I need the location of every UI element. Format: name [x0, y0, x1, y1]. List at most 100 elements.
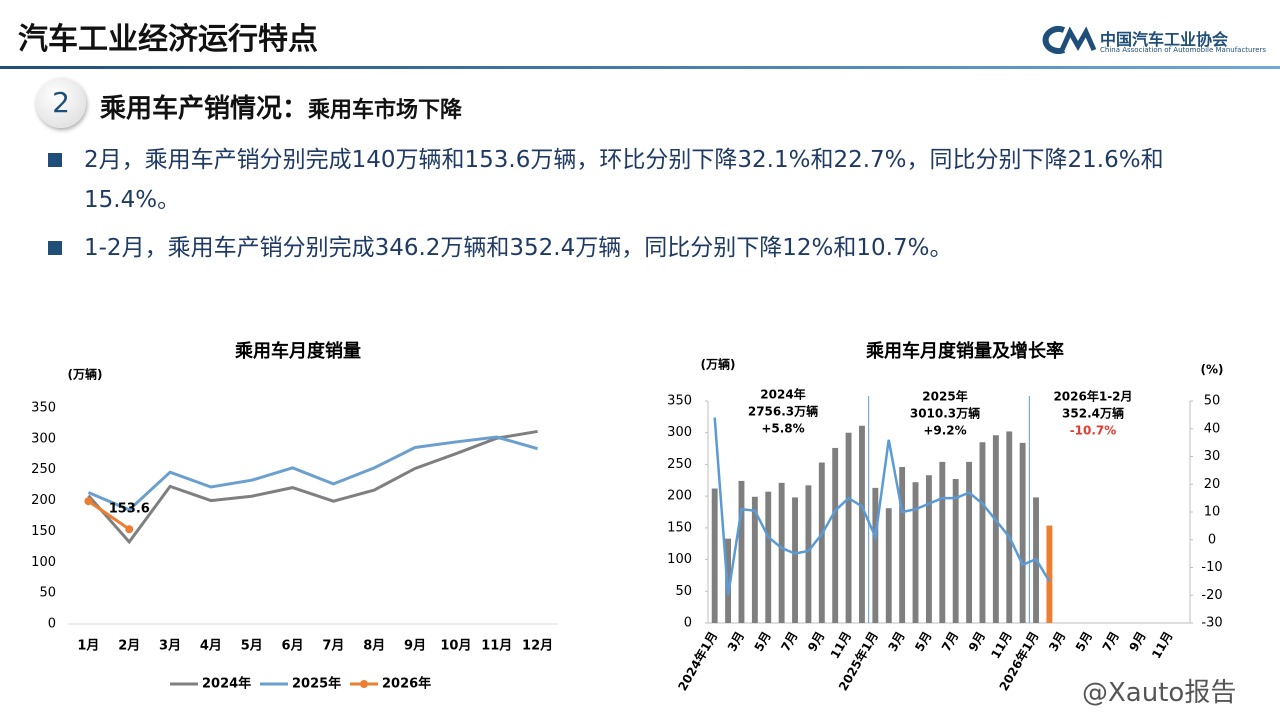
y-tick-label: 150 — [31, 524, 56, 539]
y-tick-label: 100 — [31, 555, 56, 570]
y-tick-label: 200 — [31, 493, 56, 508]
bullet: 2月，乘用车产销分别完成140万辆和153.6万辆，环比分别下降32.1%和22… — [48, 140, 1238, 220]
bar — [751, 496, 758, 623]
annotation: 2024年 — [760, 387, 805, 402]
bar — [885, 508, 892, 623]
bar — [765, 491, 772, 623]
y2-tick-label: 20 — [1204, 477, 1221, 492]
x-tick-label: 2月 — [118, 639, 140, 654]
annotation: -10.7% — [1070, 424, 1117, 438]
x-tick-label: 7月 — [322, 639, 344, 654]
bar — [1019, 442, 1026, 623]
bar — [992, 435, 999, 623]
line-series — [87, 435, 538, 512]
bar — [792, 497, 798, 623]
y-tick-label: 0 — [48, 617, 56, 632]
x-tick-label: 9月 — [1126, 629, 1148, 654]
slide-title: 汽车工业经济运行特点 — [18, 22, 318, 57]
legend-marker — [360, 680, 368, 688]
bar — [899, 466, 906, 623]
y-tick-label: 50 — [675, 584, 692, 599]
x-tick-label: 5月 — [241, 639, 263, 654]
y2-tick-label: 0 — [1208, 532, 1216, 547]
bar — [1006, 431, 1013, 623]
data-label: 153.6 — [109, 502, 150, 517]
y-tick-label: 350 — [31, 401, 56, 416]
annotation: 2025年 — [922, 389, 967, 404]
line-series — [87, 429, 538, 545]
line-series — [87, 499, 131, 531]
x-tick-label: 3月 — [725, 629, 747, 654]
x-tick-label: 9月 — [805, 629, 827, 654]
y-tick-label: 50 — [39, 586, 56, 601]
y-axis-label: (万辆) — [701, 357, 736, 372]
y2-tick-label: -10 — [1201, 560, 1222, 575]
x-tick-label: 5月 — [912, 629, 934, 654]
marker — [125, 525, 134, 534]
x-tick-label: 9月 — [966, 629, 988, 654]
bar — [738, 480, 745, 623]
x-tick-label: 10月 — [440, 639, 471, 654]
x-tick-label: 9月 — [404, 639, 426, 654]
bar — [711, 488, 718, 623]
x-tick-label: 8月 — [363, 639, 385, 654]
bar — [818, 462, 825, 623]
logo-name: 中国汽车工业协会 — [1100, 30, 1229, 49]
chart-title: 乘用车月度销量 — [234, 340, 361, 362]
bar — [966, 461, 973, 623]
x-tick-label: 5月 — [752, 629, 774, 654]
annotation: 3010.3万辆 — [910, 406, 980, 421]
y2-tick-label: -20 — [1201, 588, 1222, 603]
bar — [925, 475, 932, 623]
y-tick-label: 100 — [667, 552, 692, 567]
marker — [84, 497, 93, 506]
x-tick-label: 11月 — [1149, 629, 1175, 661]
bar — [832, 447, 839, 623]
bar — [1046, 525, 1053, 623]
annotation: +9.2% — [923, 424, 966, 438]
x-tick-label: 3月 — [885, 629, 907, 654]
legend-label: 2024年 — [202, 676, 251, 692]
logo-mark — [1042, 26, 1096, 54]
growth-line — [713, 417, 1051, 596]
y-tick-label: 300 — [31, 431, 56, 446]
y-axis-label: (万辆) — [68, 367, 103, 382]
header-rule — [0, 66, 1280, 69]
x-tick-label: 7月 — [939, 629, 961, 654]
bar — [872, 487, 879, 623]
y2-axis-label: (%) — [1201, 363, 1224, 377]
x-tick-label: 12月 — [522, 639, 553, 654]
y2-tick-label: 40 — [1204, 421, 1221, 436]
bar — [845, 432, 852, 623]
x-tick-label: 7月 — [1100, 629, 1122, 654]
y2-tick-label: 10 — [1204, 505, 1221, 520]
annotation: +5.8% — [761, 422, 804, 436]
heading-text: 乘用车产销情况： — [100, 94, 309, 124]
x-tick-label: 11月 — [481, 639, 512, 654]
annotation: 2756.3万辆 — [748, 404, 818, 419]
y2-tick-label: 30 — [1204, 449, 1221, 464]
legend-label: 2025年 — [292, 676, 341, 692]
annotation: 352.4万辆 — [1062, 406, 1124, 421]
bar — [939, 461, 946, 623]
y-tick-label: 300 — [667, 425, 692, 440]
x-tick-label: 7月 — [778, 629, 800, 654]
x-tick-label: 6月 — [282, 639, 304, 654]
y-tick-label: 150 — [667, 520, 692, 535]
y-tick-label: 350 — [667, 394, 692, 409]
logo-subtitle: China Association of Automobile Manufact… — [1100, 46, 1267, 54]
bar — [859, 425, 865, 623]
bullet: 1-2月，乘用车产销分别完成346.2万辆和352.4万辆，同比分别下降12%和… — [48, 228, 1238, 268]
legend-label: 2026年 — [382, 676, 431, 692]
y2-tick-label: -30 — [1201, 616, 1222, 631]
bar — [778, 482, 785, 623]
x-tick-label: 5月 — [1073, 629, 1095, 654]
y2-tick-label: 50 — [1204, 394, 1221, 409]
bar — [952, 479, 959, 623]
bar — [912, 482, 919, 623]
x-tick-label: 11月 — [828, 629, 854, 661]
x-tick-label: 1月 — [77, 639, 99, 654]
x-tick-label: 4月 — [200, 639, 222, 654]
